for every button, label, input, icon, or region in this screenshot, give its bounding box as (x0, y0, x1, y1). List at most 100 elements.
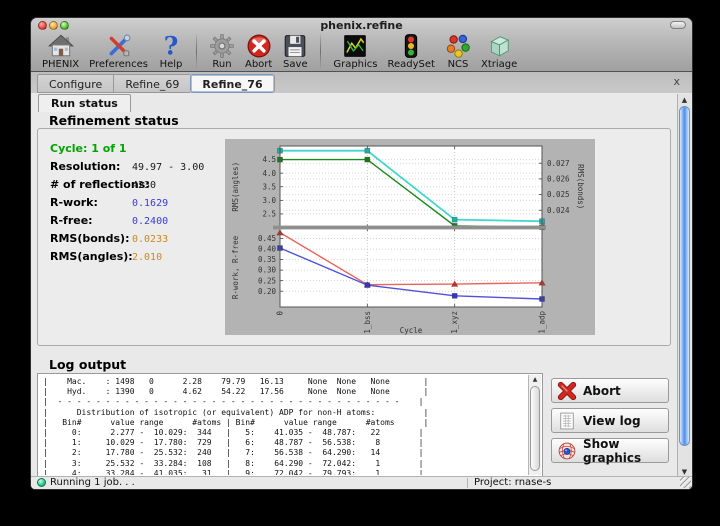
stat-row-rms-bonds-: RMS(bonds): 0.0233 (50, 227, 168, 245)
main-scroll-up-arrow[interactable]: ▲ (681, 96, 688, 104)
log-output-box: | Mac. : 1498 0 2.28 79.79 16.13 None No… (37, 373, 543, 477)
refinement-chart: 2.5 3.0 3.5 4.0 4.5 RMS(angles) 0.024 0.025 0.02… (231, 145, 585, 335)
toolbar-button-xtriage[interactable]: Xtriage (481, 33, 517, 70)
log-scrollbar[interactable]: ▲ (528, 375, 541, 475)
stat-label: RMS(bonds): (50, 232, 130, 245)
tab-refine-76[interactable]: Refine_76 (190, 74, 275, 93)
toolbar-label-preferences: Preferences (89, 59, 148, 70)
chart-panel: 2.5 3.0 3.5 4.0 4.5 RMS(angles) 0.024 0.025 0.02… (225, 139, 595, 335)
svg-text:0.20: 0.20 (258, 287, 277, 296)
toolbar-separator (320, 34, 322, 68)
toolbar-button-phenix[interactable]: PHENIX (42, 33, 79, 70)
toolbar-button-run[interactable]: Run (209, 33, 235, 70)
stat-label: R-work: (50, 196, 98, 209)
svg-text:2.5: 2.5 (262, 210, 276, 219)
toolbar-separator (195, 34, 197, 68)
svg-text:Cycle: Cycle (400, 326, 423, 335)
toolbar-button-help[interactable]: ? Help (158, 33, 184, 70)
toolbar-button-abort[interactable]: Abort (245, 33, 272, 70)
view-log-button[interactable]: View log (551, 408, 669, 433)
toolbar-button-preferences[interactable]: Preferences (89, 33, 148, 70)
stat-value: 0.0233 (132, 234, 169, 245)
running-status-icon (37, 478, 46, 487)
stat-label: # of reflections: (50, 178, 150, 191)
stat-row-r-free-: R-free: 0.2400 (50, 209, 168, 227)
window-chrome: phenix.refine PHENIX Preferences ? Help Run A… (31, 18, 692, 72)
main-scroll-down-arrow[interactable]: ▼ (681, 468, 688, 476)
tab-list: Configure Refine_69 Refine_76 (37, 74, 275, 93)
run-gear-icon (209, 33, 235, 59)
save-floppy-icon (282, 33, 308, 59)
svg-text:0.026: 0.026 (547, 175, 570, 184)
preferences-tools-icon (106, 33, 132, 59)
stat-value: 49.97 - 3.00 (132, 162, 205, 173)
svg-text:1_bss: 1_bss (363, 311, 372, 334)
help-question-icon: ? (158, 33, 184, 59)
toolbar-label-xtriage: Xtriage (480, 59, 518, 70)
stat-row-r-work-: R-work: 0.1629 (50, 191, 168, 209)
button-label: Show graphics (583, 436, 642, 465)
log-line: | Bin# value range #atoms | Bin# value r… (43, 417, 429, 427)
svg-text:?: ? (164, 33, 179, 59)
log-line: | 2: 17.780 - 25.532: 240 | 7: 56.538 - … (43, 448, 424, 458)
toolbar-button-readyset[interactable]: ReadySet (388, 33, 435, 70)
stat-row--of-reflections-: # of reflections:4230 (50, 173, 156, 191)
log-line: | - - - - - - - - - - - - - - - - - - - … (43, 397, 424, 407)
log-scroll-up-arrow[interactable]: ▲ (532, 376, 538, 383)
log-line: | Hyd. : 1390 0 4.62 54.22 17.56 None No… (43, 387, 429, 397)
svg-text:0.35: 0.35 (258, 255, 276, 264)
svg-text:R-work, R-free: R-work, R-free (231, 235, 240, 299)
xtriage-crystal-icon (486, 33, 512, 59)
svg-text:3.0: 3.0 (262, 196, 276, 205)
show-graphics-button[interactable]: Show graphics (551, 436, 669, 465)
toolbar-button-graphics[interactable]: Graphics (333, 33, 378, 70)
svg-text:4.0: 4.0 (262, 169, 276, 178)
subtab-run-status[interactable]: Run status (38, 94, 131, 112)
svg-text:0.027: 0.027 (547, 159, 570, 168)
main-scrollbar-thumb[interactable] (679, 106, 690, 446)
window-minimize-button[interactable] (49, 21, 58, 30)
log-output-view[interactable]: | Mac. : 1498 0 2.28 79.79 16.13 None No… (39, 375, 528, 475)
status-message: Running 1 job. . . (50, 477, 135, 488)
stat-row-resolution-: Resolution: 49.97 - 3.00 (50, 155, 204, 173)
toolbar-label-phenix: PHENIX (42, 59, 80, 70)
tab-refine-69[interactable]: Refine_69 (113, 74, 191, 93)
stat-row-rms-angles-: RMS(angles):2.010 (50, 245, 162, 263)
log-output-heading: Log output (49, 357, 127, 372)
toolbar-button-save[interactable]: Save (282, 33, 308, 70)
log-scrollbar-thumb[interactable] (530, 386, 540, 471)
stat-value: 0.1629 (132, 198, 169, 209)
svg-text:0.25: 0.25 (258, 276, 276, 285)
button-label: View log (583, 413, 641, 428)
log-line: | 4: 33.284 - 41.035: 31 | 9: 72.042 - 7… (43, 468, 424, 475)
readyset-trafficlight-icon (398, 33, 424, 59)
toolbar-label-readyset: ReadySet (387, 59, 435, 70)
toolbar-label-graphics: Graphics (333, 59, 378, 70)
toolbar-label-abort: Abort (244, 59, 273, 70)
stat-label: RMS(angles): (50, 250, 133, 263)
abort-x-icon (557, 381, 577, 401)
close-tab-button[interactable]: x (673, 75, 680, 88)
window-close-button[interactable] (38, 21, 47, 30)
run-status-page: Run status Refinement status Cycle: 1 of… (31, 93, 692, 479)
show-graphics-molecule-icon (557, 441, 577, 461)
stat-value: 0.2400 (132, 216, 169, 227)
tab-configure[interactable]: Configure (37, 74, 114, 93)
abort-button[interactable]: Abort (551, 378, 669, 403)
main-scrollbar[interactable]: ▲ ▼ (677, 94, 691, 478)
svg-text:1_adp: 1_adp (538, 311, 547, 334)
toolbar-toggle-button[interactable] (670, 21, 686, 29)
toolbar-label-run: Run (212, 59, 232, 70)
log-line: | 3: 25.532 - 33.284: 108 | 8: 64.290 - … (43, 458, 424, 468)
resize-grip[interactable] (680, 477, 691, 488)
project-label: Project: rnase-s (474, 477, 552, 488)
toolbar-button-ncs[interactable]: NCS (445, 33, 471, 70)
phenix-home-icon (47, 33, 74, 59)
window-zoom-button[interactable] (60, 21, 69, 30)
toolbar: PHENIX Preferences ? Help Run Abort Save Graphi… (37, 33, 522, 71)
stat-value: 4230 (132, 180, 157, 191)
window-titlebar[interactable]: phenix.refine (31, 18, 692, 33)
stat-value: 2.010 (132, 252, 163, 263)
svg-text:0: 0 (276, 311, 285, 316)
